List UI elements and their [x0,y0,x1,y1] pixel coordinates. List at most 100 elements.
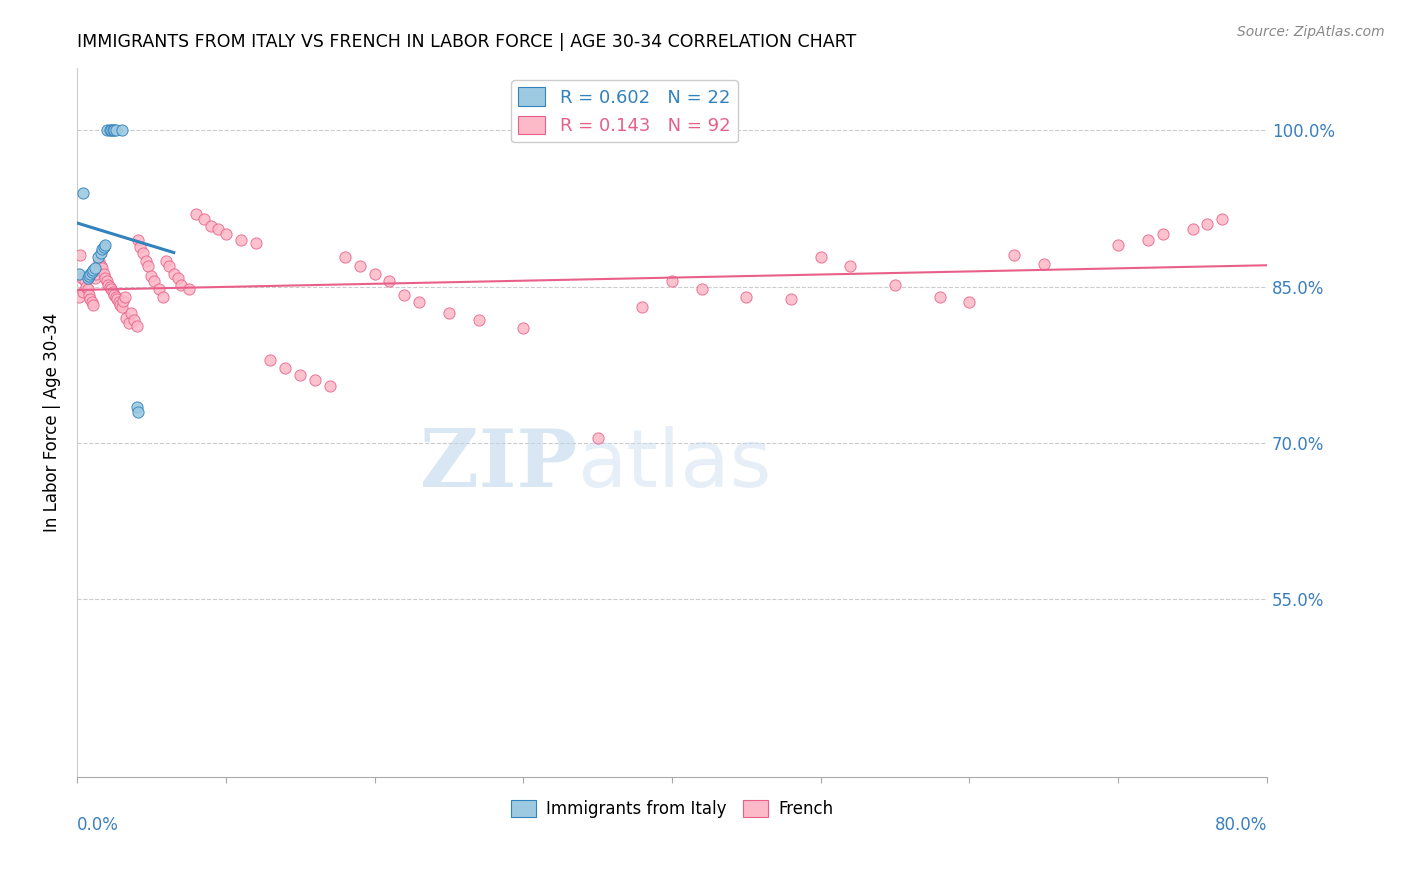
Point [177,282,200,296]
Point [97,277,120,292]
Point [125,400,148,414]
Point [631,301,654,315]
Point [89,253,111,268]
Text: IMMIGRANTS FROM ITALY VS FRENCH IN LABOR FORCE | AGE 30-34 CORRELATION CHART: IMMIGRANTS FROM ITALY VS FRENCH IN LABOR… [77,33,856,51]
Point [73,274,96,288]
Point [80,265,103,279]
Point [80,295,103,310]
Point [193,211,215,226]
Point [101,285,124,299]
Point [67,267,90,281]
Point [112,294,135,309]
Point [378,274,401,288]
Point [148,282,170,296]
Point [104,123,127,137]
Point [138,259,160,273]
Point [690,282,713,296]
Point [79,292,101,306]
Point [167,271,190,285]
Y-axis label: In Labor Force | Age 30-34: In Labor Force | Age 30-34 [44,312,60,532]
Point [79,267,101,281]
Point [96,123,118,137]
Text: ZIP: ZIP [420,425,576,504]
Point [215,227,238,242]
Point [131,246,153,260]
Point [1107,238,1129,252]
Point [1032,257,1054,271]
Point [111,301,134,315]
Point [77,288,100,302]
Point [170,277,193,292]
Point [105,292,128,306]
Point [90,259,112,273]
Point [101,123,124,137]
Point [94,271,117,285]
Point [115,310,138,325]
Point [82,298,104,312]
Point [96,274,118,288]
Point [245,235,267,250]
Point [128,240,150,254]
Point [77,269,100,284]
Point [76,282,98,296]
Point [884,277,907,292]
Point [143,274,166,288]
Point [394,288,416,302]
Point [76,271,98,285]
Point [98,123,121,137]
Point [69,248,91,262]
Point [82,263,104,277]
Text: 80.0%: 80.0% [1215,815,1267,834]
Point [288,368,311,383]
Point [90,246,112,260]
Point [114,290,136,304]
Text: atlas: atlas [576,425,770,504]
Point [157,259,180,273]
Point [163,267,186,281]
Text: Source: ZipAtlas.com: Source: ZipAtlas.com [1237,25,1385,39]
Point [103,123,125,137]
Point [349,259,371,273]
Point [512,321,534,335]
Point [839,259,862,273]
Point [259,352,281,367]
Point [125,319,148,334]
Point [1152,227,1174,242]
Point [87,259,110,273]
Point [100,282,122,296]
Point [122,313,145,327]
Point [110,298,132,312]
Point [735,290,758,304]
Point [155,253,177,268]
Point [363,267,385,281]
Point [118,316,141,330]
Point [437,306,460,320]
Point [134,253,156,268]
Point [810,251,832,265]
Point [86,267,108,281]
Point [84,271,107,285]
Point [152,290,174,304]
Legend: Immigrants from Italy, French: Immigrants from Italy, French [505,794,839,825]
Point [91,242,114,256]
Point [1002,248,1025,262]
Point [111,123,134,137]
Point [127,233,149,247]
Point [1181,222,1204,236]
Point [1136,233,1159,247]
Point [959,295,981,310]
Point [661,274,683,288]
Point [67,290,90,304]
Point [928,290,950,304]
Point [319,378,342,392]
Point [94,238,117,252]
Point [103,288,125,302]
Point [72,186,94,200]
Point [93,240,115,254]
Point [107,295,129,310]
Point [87,251,110,265]
Point [1197,217,1219,231]
Point [780,292,803,306]
Point [84,260,107,275]
Point [100,123,122,137]
